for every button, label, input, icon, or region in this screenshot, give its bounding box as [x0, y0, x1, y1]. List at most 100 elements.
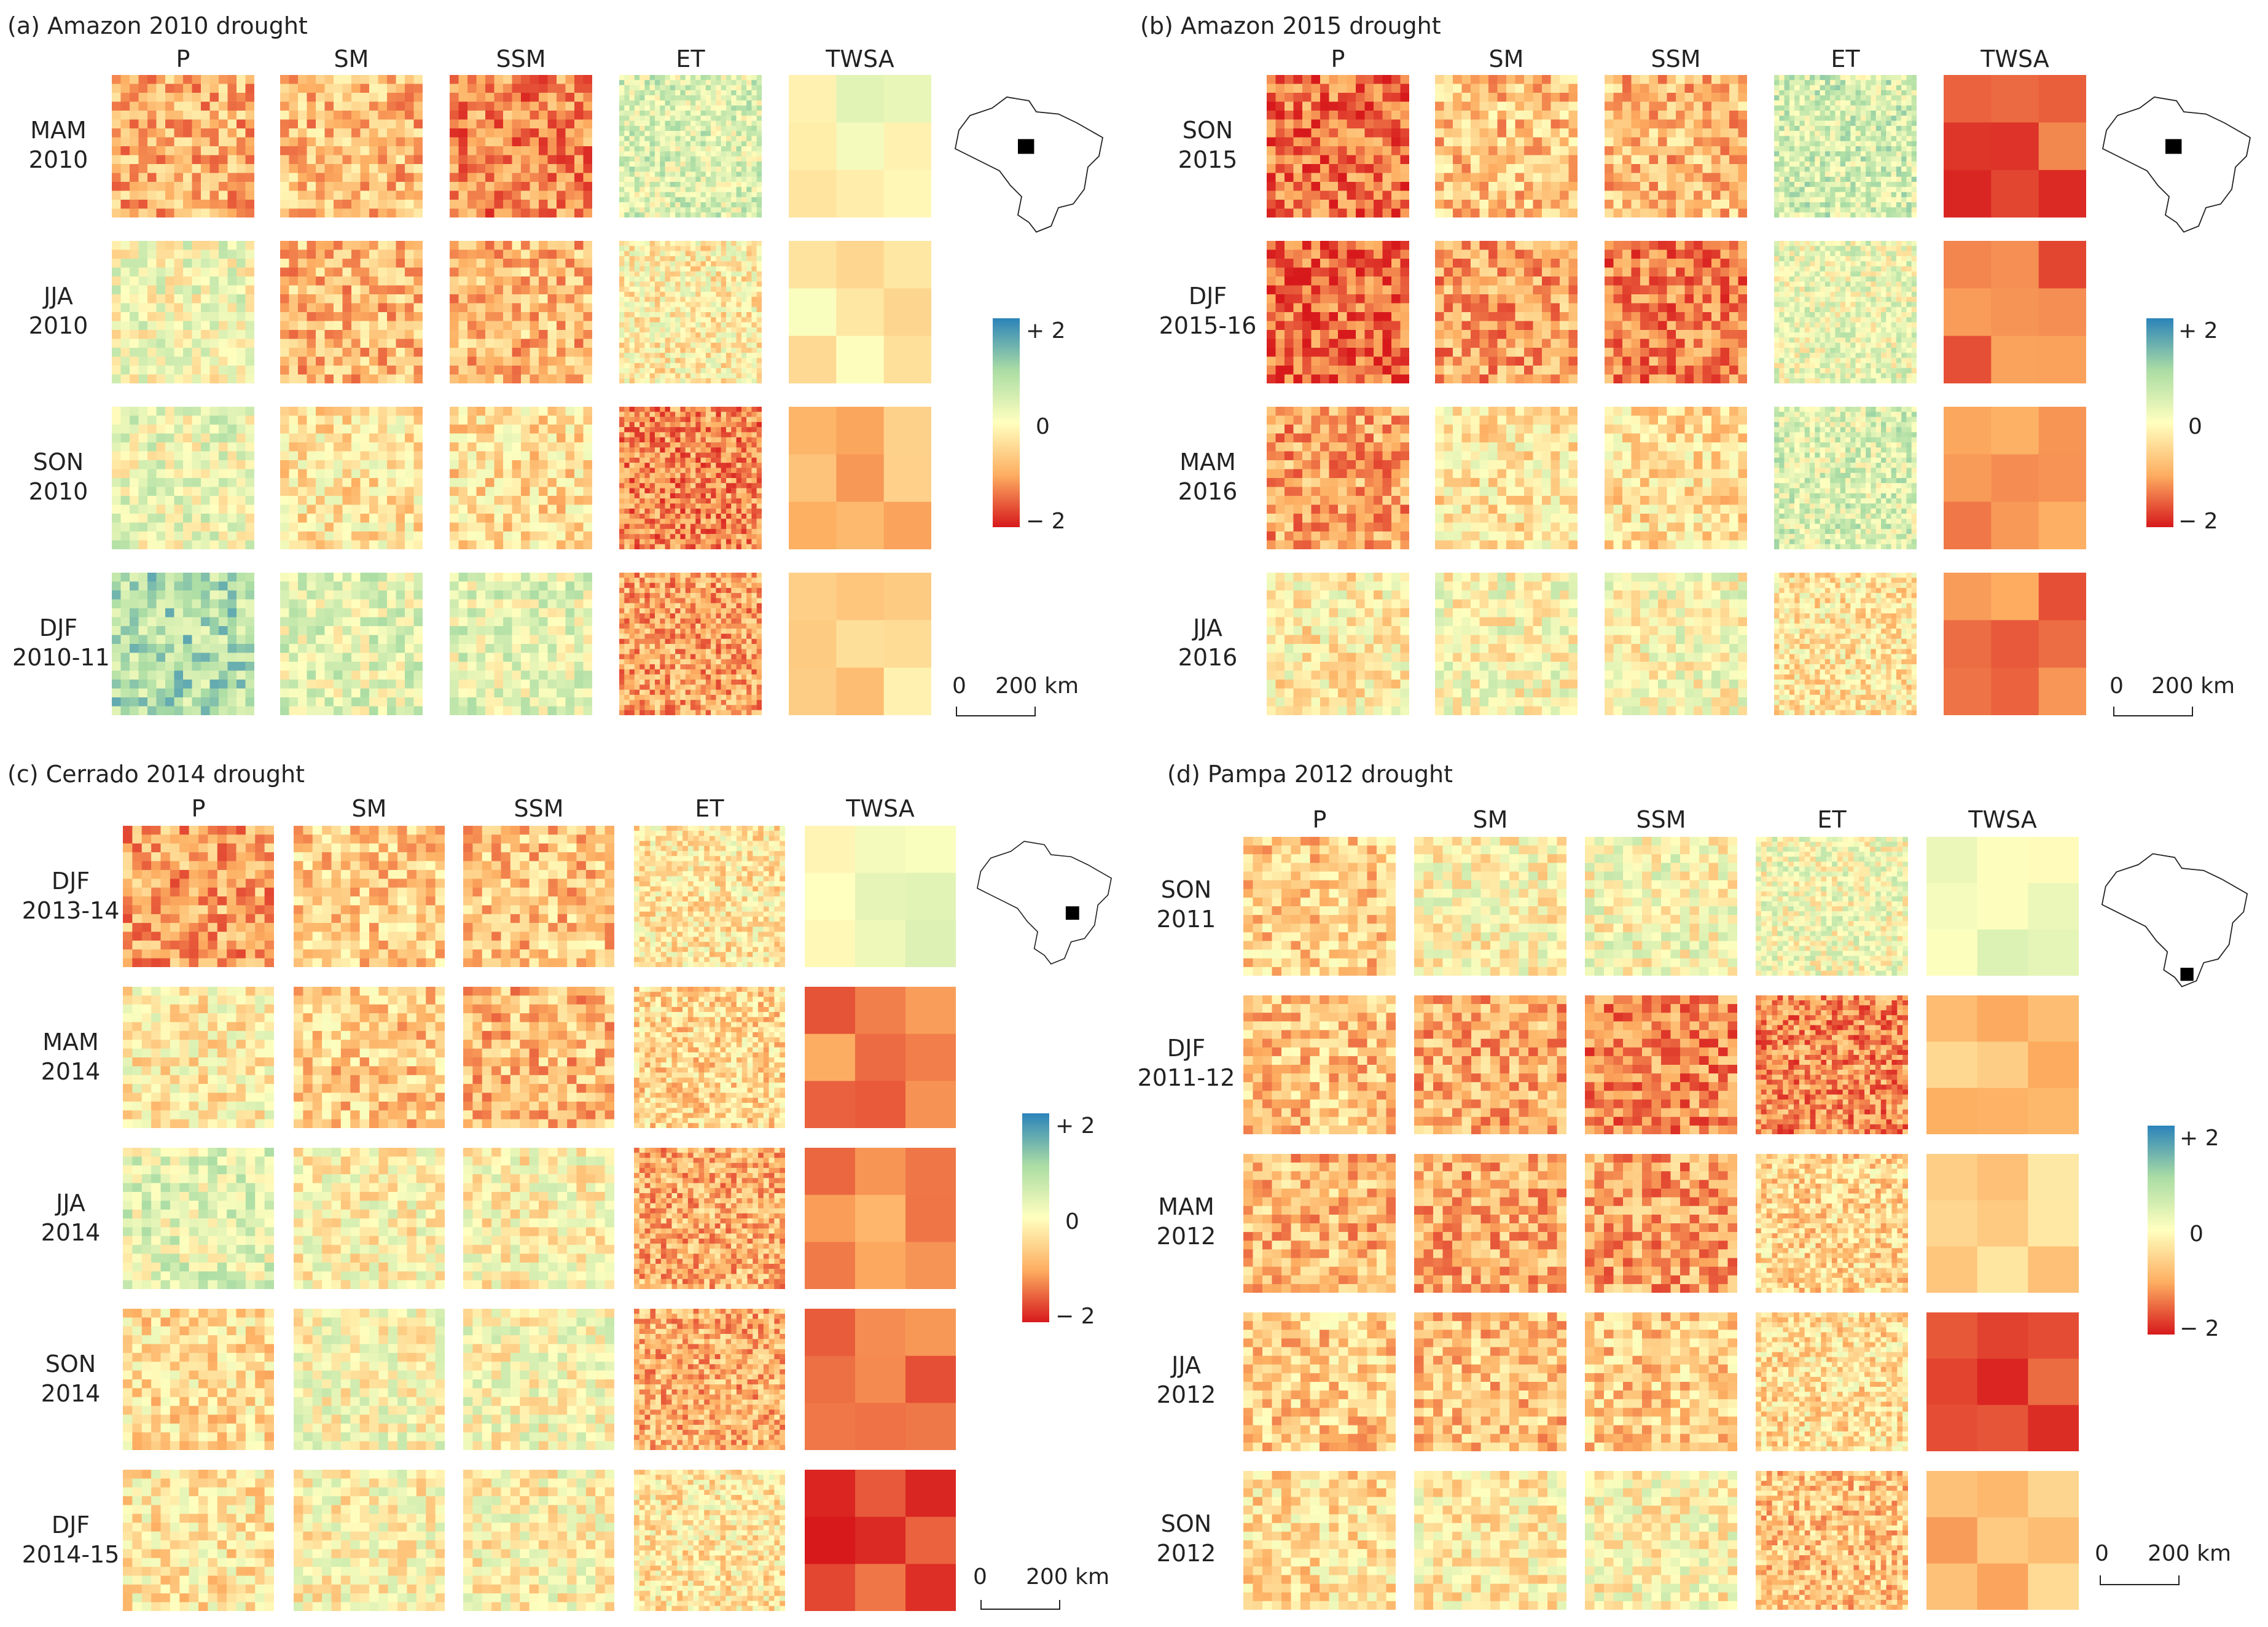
raster-cell	[156, 653, 166, 662]
raster-cell	[334, 425, 343, 434]
raster-cell	[665, 241, 671, 246]
raster-cell	[458, 137, 468, 147]
raster-cell	[130, 460, 139, 469]
raster-cell	[539, 200, 548, 209]
raster-cell	[756, 246, 762, 251]
raster-cell	[280, 366, 289, 375]
raster-cell	[450, 407, 459, 416]
raster-cell	[883, 241, 931, 289]
raster-cell	[685, 342, 691, 348]
raster-cell	[512, 425, 522, 434]
raster-cell	[557, 241, 566, 250]
raster-cell	[476, 321, 486, 331]
raster-cell	[201, 128, 210, 138]
raster-cell	[574, 442, 584, 452]
raster-cell	[138, 626, 148, 635]
raster-cell	[741, 508, 747, 514]
raster-cell	[227, 294, 237, 304]
raster-cell	[700, 503, 706, 509]
raster-cell	[165, 496, 174, 505]
raster-cell	[574, 540, 584, 549]
raster-cell	[245, 680, 254, 689]
raster-cell	[700, 327, 706, 333]
raster-cell	[547, 200, 557, 209]
raster-cell	[711, 539, 716, 544]
raster-cell	[289, 496, 299, 505]
raster-cell	[369, 93, 378, 102]
raster-cell	[639, 286, 645, 292]
raster-cell	[583, 496, 592, 505]
raster-cell	[629, 197, 635, 203]
raster-cell	[112, 93, 121, 102]
raster-cell	[680, 442, 686, 448]
raster-cell	[700, 131, 706, 136]
raster-cell	[721, 534, 727, 539]
raster-cell	[634, 286, 640, 292]
raster-cell	[289, 137, 299, 147]
raster-cell	[530, 259, 539, 268]
raster-cell	[512, 478, 522, 487]
raster-cell	[450, 137, 459, 147]
raster-cell	[655, 322, 660, 328]
raster-cell	[369, 425, 378, 434]
raster-cell	[705, 353, 711, 358]
raster-cell	[751, 197, 757, 203]
raster-cell	[360, 366, 370, 375]
raster-cell	[547, 460, 557, 469]
raster-cell	[655, 342, 660, 348]
raster-cell	[405, 241, 414, 250]
raster-cell	[695, 523, 701, 530]
raster-cell	[387, 487, 396, 496]
raster-cell	[690, 307, 696, 313]
raster-cell	[138, 487, 148, 496]
raster-cell	[237, 573, 246, 582]
raster-cell	[539, 294, 548, 304]
raster-cell	[378, 487, 388, 496]
raster-cell	[503, 164, 512, 173]
raster-cell	[147, 425, 157, 434]
raster-cell	[227, 259, 237, 268]
raster-cell	[147, 504, 157, 514]
raster-cell	[147, 312, 157, 321]
raster-cell	[138, 173, 148, 182]
raster-cell	[405, 303, 414, 313]
raster-cell	[530, 321, 539, 331]
raster-cell	[192, 504, 201, 514]
raster-cell	[639, 271, 645, 277]
raster-cell	[458, 200, 468, 209]
raster-cell	[130, 442, 139, 452]
raster-cell	[705, 75, 711, 80]
raster-cell	[711, 256, 716, 262]
raster-cell	[539, 303, 548, 313]
raster-tile	[789, 241, 931, 383]
raster-cell	[639, 241, 645, 246]
raster-cell	[289, 111, 299, 120]
raster-cell	[705, 286, 711, 292]
raster-cell	[557, 469, 566, 479]
raster-cell	[298, 433, 307, 443]
raster-cell	[183, 146, 192, 155]
raster-cell	[521, 173, 530, 182]
raster-cell	[209, 688, 219, 698]
raster-cell	[227, 330, 237, 339]
raster-cell	[756, 508, 762, 514]
raster-cell	[539, 285, 548, 295]
raster-cell	[503, 504, 512, 514]
raster-cell	[245, 581, 254, 591]
raster-cell	[700, 176, 706, 182]
raster-cell	[547, 312, 557, 321]
raster-cell	[639, 327, 645, 333]
raster-cell	[237, 487, 246, 496]
raster-cell	[726, 241, 732, 246]
column-header-ssm: SSM	[450, 45, 592, 73]
raster-cell	[512, 356, 522, 366]
raster-cell	[695, 332, 701, 338]
raster-cell	[660, 192, 665, 198]
raster-cell	[574, 487, 584, 496]
raster-cell	[649, 427, 655, 433]
raster-cell	[721, 312, 727, 318]
raster-cell	[741, 498, 747, 504]
raster-cell	[156, 84, 166, 93]
raster-cell	[485, 460, 495, 469]
raster-cell	[219, 321, 228, 331]
